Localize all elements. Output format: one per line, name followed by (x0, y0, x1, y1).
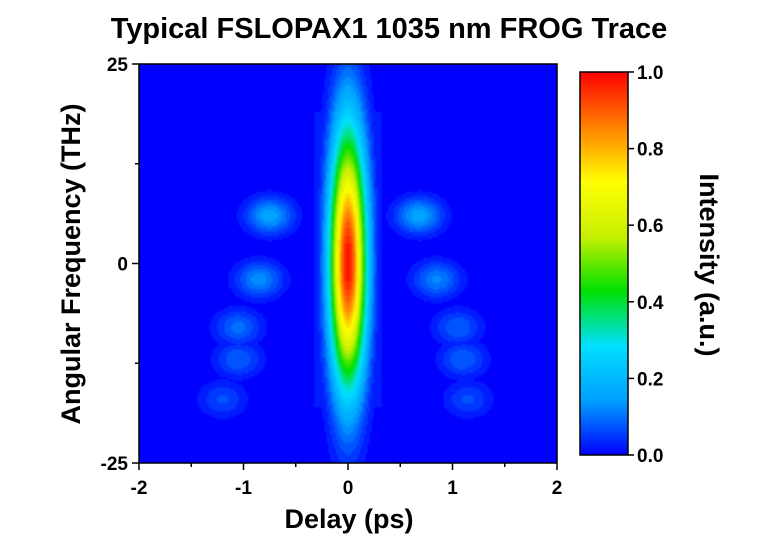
colorbar-tick-label: 0.0 (637, 446, 663, 467)
x-tick-label: 1 (447, 478, 458, 499)
colorbar: 0.0 0.2 0.4 0.6 0.8 1.0 (579, 63, 664, 467)
y-axis-label: Angular Frequency (THz) (56, 103, 86, 424)
x-axis: -2 -1 0 1 2 (131, 463, 563, 499)
x-tick-label: -1 (235, 478, 252, 499)
colorbar-tick-label: 0.4 (637, 293, 664, 314)
y-tick-label: -25 (101, 454, 129, 475)
x-tick-label: 0 (343, 478, 354, 499)
x-tick-label: -2 (131, 478, 148, 499)
colorbar-ticks: 0.0 0.2 0.4 0.6 0.8 1.0 (628, 63, 664, 467)
y-axis: -25 0 25 (101, 55, 139, 475)
x-axis-label: Delay (ps) (284, 504, 413, 534)
colorbar-tick-label: 0.6 (637, 216, 663, 237)
colorbar-label: Intensity (a.u.) (694, 173, 724, 356)
colorbar-tick-label: 0.8 (637, 140, 663, 161)
colorbar-tick-label: 0.2 (637, 369, 663, 390)
y-tick-label: 0 (117, 255, 128, 276)
heatmap-image (139, 64, 557, 463)
colorbar-bar (579, 71, 629, 456)
plot-area (138, 63, 558, 464)
y-tick-label: 25 (107, 55, 129, 76)
x-tick-label: 2 (552, 478, 563, 499)
chart-title: Typical FSLOPAX1 1035 nm FROG Trace (111, 13, 668, 45)
colorbar-tick-label: 1.0 (637, 63, 663, 84)
